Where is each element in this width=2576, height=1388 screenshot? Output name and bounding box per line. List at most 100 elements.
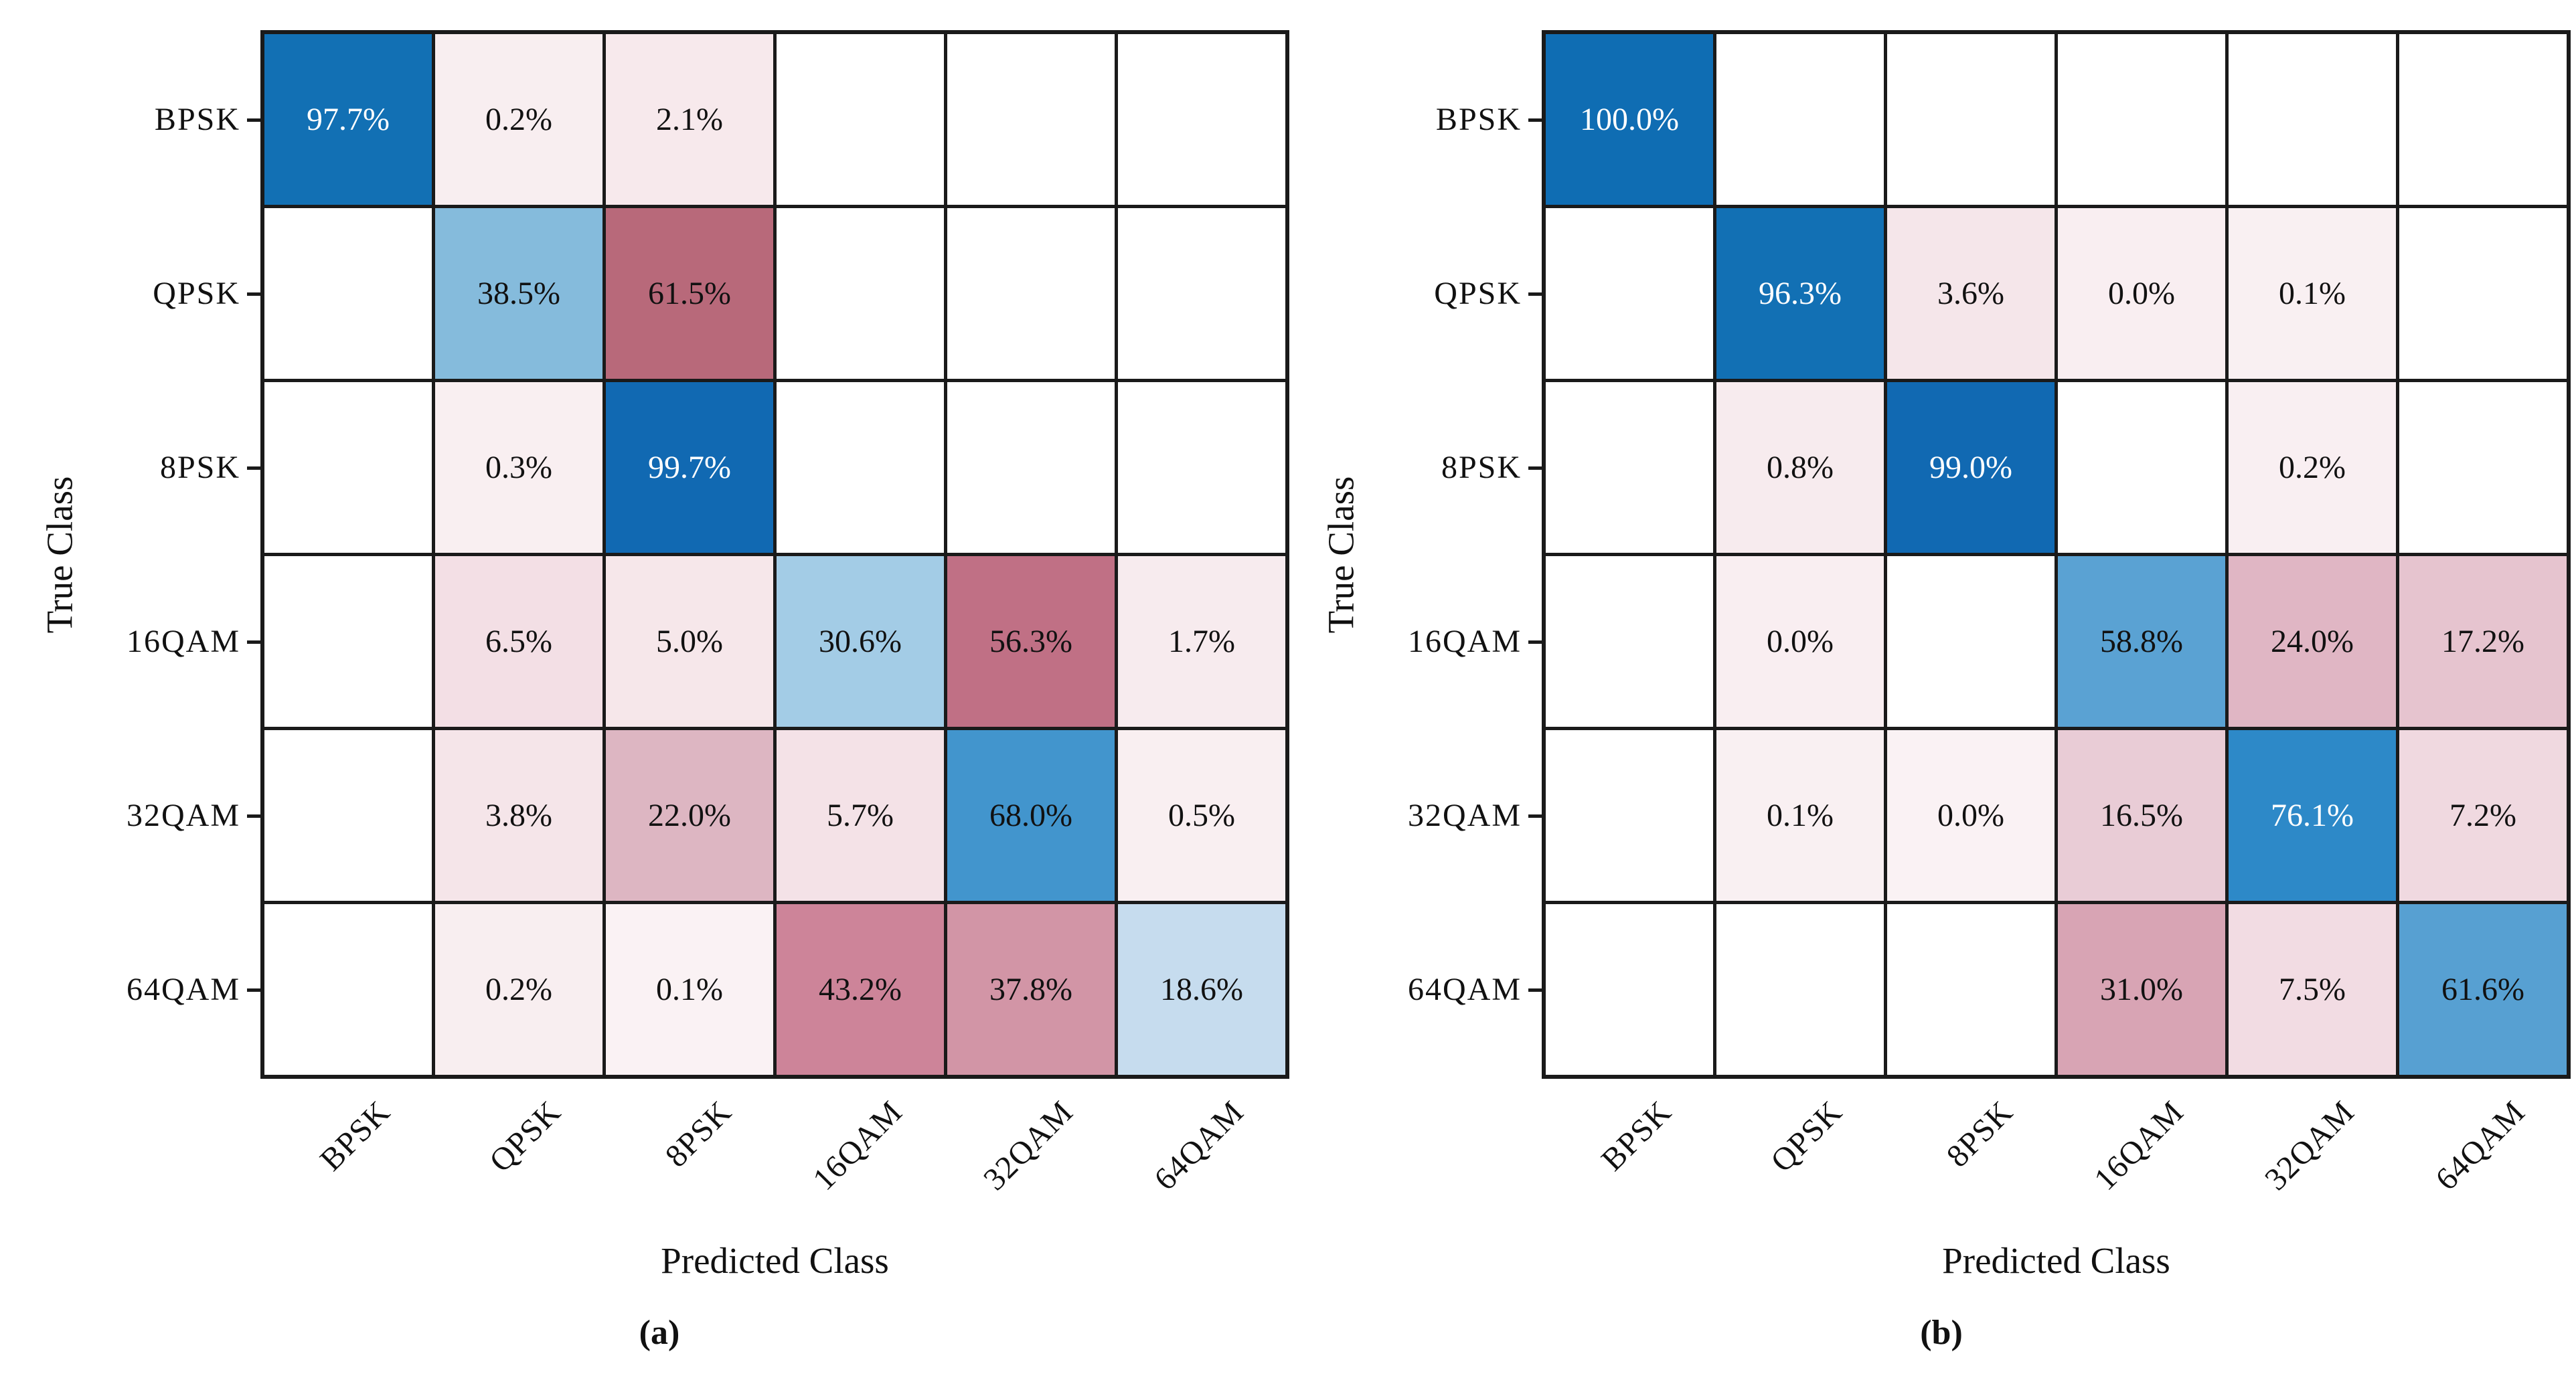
matrix-cell-b-BPSK-16QAM bbox=[2058, 34, 2225, 205]
matrix-cell-b-16QAM-8PSK bbox=[1887, 556, 2055, 727]
matrix-cell-b-BPSK-64QAM bbox=[2399, 34, 2567, 205]
y-tick-mark bbox=[1528, 988, 1542, 992]
y-tick-label-b-64QAM: 64QAM bbox=[1407, 972, 1522, 1007]
cell-value: 2.1% bbox=[656, 101, 723, 137]
cell-value: 0.1% bbox=[2279, 275, 2346, 311]
matrix-cell-a-BPSK-16QAM bbox=[777, 34, 944, 205]
matrix-cell-b-32QAM-16QAM: 16.5% bbox=[2058, 730, 2225, 901]
matrix-cell-b-BPSK-BPSK: 100.0% bbox=[1546, 34, 1713, 205]
x-tick-text: 64QAM bbox=[2429, 1094, 2532, 1197]
matrix-cell-a-16QAM-BPSK bbox=[264, 556, 432, 727]
x-tick-text: 8PSK bbox=[1939, 1094, 2020, 1175]
cell-value: 30.6% bbox=[819, 623, 902, 659]
cell-value: 56.3% bbox=[989, 623, 1072, 659]
matrix-cell-b-64QAM-8PSK bbox=[1887, 904, 2055, 1075]
matrix-cell-b-32QAM-BPSK bbox=[1546, 730, 1713, 901]
cell-value: 68.0% bbox=[989, 797, 1072, 833]
matrix-cell-b-16QAM-BPSK bbox=[1546, 556, 1713, 727]
matrix-cell-a-64QAM-QPSK: 0.2% bbox=[435, 904, 602, 1075]
cell-value: 38.5% bbox=[477, 275, 560, 311]
cell-value: 22.0% bbox=[648, 797, 731, 833]
matrix-cell-a-8PSK-16QAM bbox=[777, 382, 944, 553]
cell-value: 18.6% bbox=[1160, 971, 1243, 1007]
matrix-cell-a-BPSK-BPSK: 97.7% bbox=[264, 34, 432, 205]
y-tick-label-a-16QAM: 16QAM bbox=[126, 624, 240, 659]
cell-value: 16.5% bbox=[2100, 797, 2183, 833]
cell-value: 6.5% bbox=[485, 623, 552, 659]
matrix-cell-b-BPSK-8PSK bbox=[1887, 34, 2055, 205]
cell-value: 76.1% bbox=[2271, 797, 2354, 833]
cell-value: 0.3% bbox=[485, 449, 552, 485]
y-tick-mark bbox=[1528, 466, 1542, 470]
cell-value: 99.0% bbox=[1929, 449, 2012, 485]
y-tick-label-b-32QAM: 32QAM bbox=[1407, 798, 1522, 833]
matrix-cell-b-8PSK-16QAM bbox=[2058, 382, 2225, 553]
y-tick-label-b-16QAM: 16QAM bbox=[1407, 624, 1522, 659]
y-tick-label-b-BPSK: BPSK bbox=[1435, 102, 1522, 137]
cell-value: 3.6% bbox=[1937, 275, 2004, 311]
y-tick-mark bbox=[1528, 118, 1542, 122]
cell-value: 99.7% bbox=[648, 449, 731, 485]
y-tick-mark bbox=[247, 988, 260, 992]
matrix-cell-b-QPSK-32QAM: 0.1% bbox=[2229, 208, 2396, 379]
cell-value: 0.2% bbox=[485, 101, 552, 137]
x-axis-title-a: Predicted Class bbox=[661, 1240, 889, 1281]
matrix-cell-a-QPSK-QPSK: 38.5% bbox=[435, 208, 602, 379]
cell-value: 37.8% bbox=[989, 971, 1072, 1007]
matrix-cell-b-64QAM-QPSK bbox=[1716, 904, 1884, 1075]
matrix-cell-a-8PSK-32QAM bbox=[947, 382, 1115, 553]
matrix-cell-a-BPSK-32QAM bbox=[947, 34, 1115, 205]
matrix-cell-b-64QAM-BPSK bbox=[1546, 904, 1713, 1075]
y-axis-title-b: True Class bbox=[1320, 476, 1362, 633]
matrix-cell-a-32QAM-BPSK bbox=[264, 730, 432, 901]
y-tick-mark bbox=[1528, 814, 1542, 818]
matrix-cell-b-QPSK-16QAM: 0.0% bbox=[2058, 208, 2225, 379]
cell-value: 0.1% bbox=[656, 971, 723, 1007]
matrix-cell-a-64QAM-32QAM: 37.8% bbox=[947, 904, 1115, 1075]
matrix-grid-b: 100.0% 96.3% 3.6% 0.0% 0.1% 0.8% 99.0% 0.2% 0.0%… bbox=[1542, 30, 2571, 1079]
matrix-cell-a-8PSK-64QAM bbox=[1118, 382, 1285, 553]
matrix-cell-a-16QAM-64QAM: 1.7% bbox=[1118, 556, 1285, 727]
x-tick-text: 32QAM bbox=[2258, 1094, 2362, 1197]
matrix-cell-b-QPSK-QPSK: 96.3% bbox=[1716, 208, 1884, 379]
x-tick-label-b-BPSK: BPSK bbox=[1595, 1094, 1736, 1178]
cell-value: 31.0% bbox=[2100, 971, 2183, 1007]
cell-value: 0.8% bbox=[1767, 449, 1834, 485]
cell-value: 3.8% bbox=[485, 797, 552, 833]
matrix-cell-b-16QAM-QPSK: 0.0% bbox=[1716, 556, 1884, 727]
matrix-cell-b-64QAM-16QAM: 31.0% bbox=[2058, 904, 2225, 1075]
matrix-cell-a-8PSK-BPSK bbox=[264, 382, 432, 553]
cell-value: 0.0% bbox=[1937, 797, 2004, 833]
matrix-cell-a-32QAM-8PSK: 22.0% bbox=[606, 730, 773, 901]
matrix-grid-a: 97.7% 0.2% 2.1% 38.5% 61.5% 0.3% 99.7% 6.5% 5.0%… bbox=[260, 30, 1289, 1079]
matrix-cell-b-32QAM-32QAM: 76.1% bbox=[2229, 730, 2396, 901]
matrix-cell-a-QPSK-BPSK bbox=[264, 208, 432, 379]
cell-value: 0.2% bbox=[2279, 449, 2346, 485]
cell-value: 0.1% bbox=[1767, 797, 1834, 833]
matrix-cell-b-8PSK-BPSK bbox=[1546, 382, 1713, 553]
matrix-cell-a-64QAM-8PSK: 0.1% bbox=[606, 904, 773, 1075]
matrix-cell-a-32QAM-64QAM: 0.5% bbox=[1118, 730, 1285, 901]
matrix-cell-b-32QAM-8PSK: 0.0% bbox=[1887, 730, 2055, 901]
cell-value: 100.0% bbox=[1580, 101, 1679, 137]
y-tick-mark bbox=[247, 814, 260, 818]
x-tick-text: 16QAM bbox=[2087, 1094, 2191, 1197]
x-tick-label-b-64QAM: 64QAM bbox=[2429, 1094, 2576, 1197]
matrix-cell-a-QPSK-32QAM bbox=[947, 208, 1115, 379]
cell-value: 58.8% bbox=[2100, 623, 2183, 659]
matrix-cell-a-32QAM-QPSK: 3.8% bbox=[435, 730, 602, 901]
matrix-cell-a-64QAM-BPSK bbox=[264, 904, 432, 1075]
y-tick-mark bbox=[247, 466, 260, 470]
cell-value: 0.5% bbox=[1168, 797, 1235, 833]
matrix-cell-a-8PSK-8PSK: 99.7% bbox=[606, 382, 773, 553]
y-tick-label-a-32QAM: 32QAM bbox=[126, 798, 240, 833]
matrix-cell-a-64QAM-64QAM: 18.6% bbox=[1118, 904, 1285, 1075]
x-tick-text: BPSK bbox=[1594, 1094, 1679, 1178]
matrix-cell-b-64QAM-32QAM: 7.5% bbox=[2229, 904, 2396, 1075]
matrix-cell-b-32QAM-64QAM: 7.2% bbox=[2399, 730, 2567, 901]
y-tick-label-a-8PSK: 8PSK bbox=[159, 450, 240, 485]
cell-value: 97.7% bbox=[307, 101, 390, 137]
matrix-cell-a-32QAM-32QAM: 68.0% bbox=[947, 730, 1115, 901]
x-tick-text: QPSK bbox=[1764, 1094, 1850, 1179]
